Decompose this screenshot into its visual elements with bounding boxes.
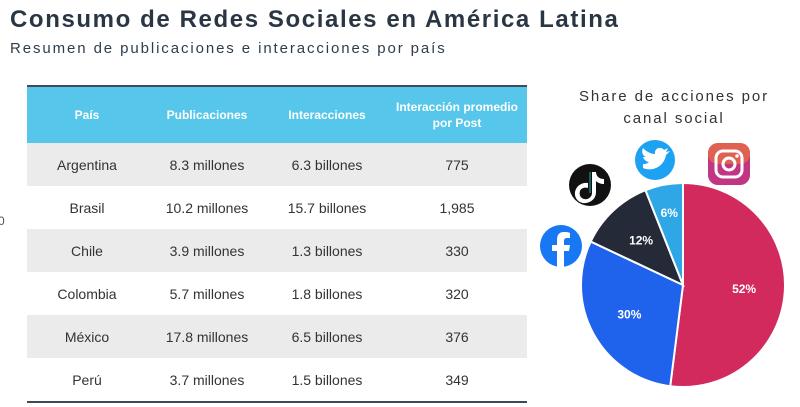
cell-posts: 8.3 millones — [147, 143, 267, 186]
header-interactions: Interacciones — [267, 85, 387, 143]
cell-posts: 3.7 millones — [147, 358, 267, 403]
cell-interactions: 1.3 billones — [267, 229, 387, 272]
pie-label-facebook: 30% — [617, 307, 641, 321]
pie-label-instagram: 52% — [732, 282, 756, 296]
cell-country: México — [27, 315, 147, 358]
cell-avg: 775 — [387, 143, 527, 186]
pie-slice-twitter — [644, 181, 684, 286]
pie-label-tiktok: 12% — [629, 233, 653, 247]
table-row: Brasil 10.2 millones 15.7 billones 1,985 — [27, 186, 527, 229]
cell-country: Colombia — [27, 272, 147, 315]
header-country: País — [27, 85, 147, 143]
facebook-icon — [540, 225, 582, 267]
cell-avg: 330 — [387, 229, 527, 272]
pie-slice-instagram — [669, 181, 786, 388]
cell-interactions: 6.3 billones — [267, 143, 387, 186]
twitter-icon — [635, 140, 675, 180]
cell-avg: 376 — [387, 315, 527, 358]
cell-avg: 1,985 — [387, 186, 527, 229]
pie-chart-title: Share de acciones por canal social — [579, 88, 769, 127]
header-avg-interaction: Interacción promedio por Post — [387, 85, 527, 143]
cell-interactions: 1.8 billones — [267, 272, 387, 315]
cell-posts: 17.8 millones — [147, 315, 267, 358]
cell-posts: 5.7 millones — [147, 272, 267, 315]
page-subtitle: Resumen de publicaciones e interacciones… — [10, 40, 447, 57]
header-posts: Publicaciones — [147, 85, 267, 143]
cell-country: Brasil — [27, 186, 147, 229]
cell-posts: 10.2 millones — [147, 186, 267, 229]
table-row: México 17.8 millones 6.5 billones 376 — [27, 315, 527, 358]
cell-interactions: 1.5 billones — [267, 358, 387, 403]
pie-label-twitter: 6% — [661, 206, 679, 220]
pie-slice-facebook — [580, 240, 685, 388]
table-row: Colombia 5.7 millones 1.8 billones 320 — [27, 272, 527, 315]
tiktok-icon — [569, 164, 611, 206]
table-row: Perú 3.7 millones 1.5 billones 349 — [27, 358, 527, 403]
pie-slice-tiktok — [589, 188, 685, 287]
instagram-icon — [708, 143, 750, 185]
cell-avg: 320 — [387, 272, 527, 315]
page-title: Consumo de Redes Sociales en América Lat… — [10, 6, 620, 33]
cell-country: Perú — [27, 358, 147, 403]
cell-interactions: 15.7 billones — [267, 186, 387, 229]
cell-avg: 349 — [387, 358, 527, 403]
cell-interactions: 6.5 billones — [267, 315, 387, 358]
table-row: Chile 3.9 millones 1.3 billones 330 — [27, 229, 527, 272]
cell-country: Chile — [27, 229, 147, 272]
cell-posts: 3.9 millones — [147, 229, 267, 272]
country-table: País Publicaciones Interacciones Interac… — [27, 85, 527, 403]
cell-country: Argentina — [27, 143, 147, 186]
table-header-row: País Publicaciones Interacciones Interac… — [27, 85, 527, 143]
table-row: Argentina 8.3 millones 6.3 billones 775 — [27, 143, 527, 186]
stray-mark: 0 — [0, 214, 5, 228]
